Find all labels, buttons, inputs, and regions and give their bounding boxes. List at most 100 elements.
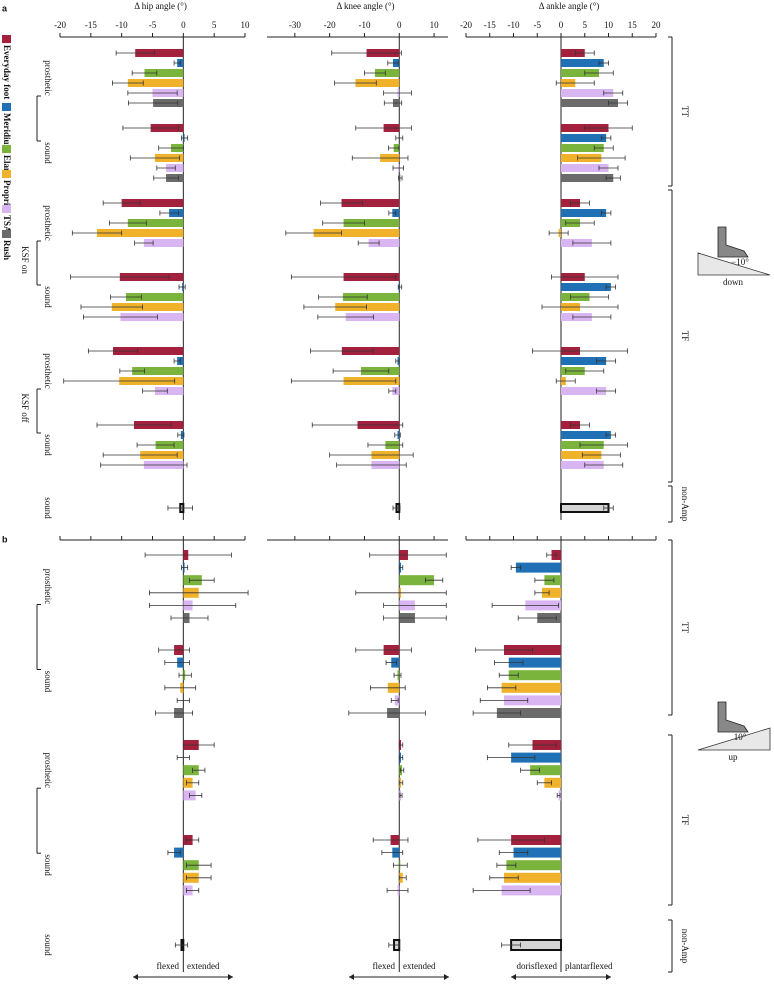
bar	[144, 69, 184, 77]
error-bar	[189, 792, 203, 798]
error-bar	[555, 80, 595, 86]
bar	[127, 219, 184, 227]
bar	[513, 847, 561, 858]
error-bar	[192, 767, 206, 773]
error-bar	[605, 284, 617, 290]
x-tick-label: 10	[241, 20, 251, 30]
error-bar	[536, 780, 552, 786]
error-bar	[501, 942, 522, 948]
error-bar	[174, 942, 189, 948]
error-bar	[364, 70, 386, 76]
error-bar	[546, 552, 557, 558]
error-bar	[181, 135, 189, 141]
error-bar	[608, 100, 628, 106]
bar	[506, 860, 561, 871]
legend-swatch	[2, 35, 11, 43]
error-bar	[329, 452, 414, 458]
error-bar	[110, 294, 142, 300]
x-axis-title: Δ ankle angle (°)	[539, 1, 600, 11]
angle-label: 10°	[734, 732, 747, 742]
error-bar	[532, 348, 628, 354]
bar	[496, 708, 561, 718]
bar	[342, 293, 400, 301]
bar	[313, 229, 400, 237]
bar	[561, 134, 607, 142]
error-bar	[177, 432, 185, 438]
row-label: prosthetic	[43, 205, 53, 241]
error-bar	[584, 125, 633, 131]
error-bar	[498, 672, 519, 678]
error-bar	[581, 452, 621, 458]
error-bar	[565, 220, 595, 226]
x-tick-label: 20	[652, 20, 662, 30]
bar	[561, 283, 611, 291]
direction-label: extended	[187, 961, 220, 971]
panel-label: b	[2, 534, 8, 544]
legend-label: Proprio	[2, 180, 12, 210]
prosthesis	[717, 226, 749, 258]
x-tick-label: 5	[583, 20, 588, 30]
error-bar	[600, 210, 612, 216]
bar	[508, 670, 561, 681]
error-bar	[570, 200, 590, 206]
error-bar	[603, 505, 614, 511]
x-tick-label: 10	[430, 20, 440, 30]
error-bar	[318, 294, 368, 300]
reference-bar	[560, 503, 610, 513]
error-bar	[598, 60, 609, 66]
error-bar	[355, 590, 447, 596]
error-bar	[486, 685, 517, 691]
bar	[154, 387, 184, 395]
bar	[511, 752, 561, 763]
bar	[111, 303, 184, 311]
x-tick-label: -20	[460, 20, 472, 30]
legend-swatch	[2, 145, 11, 153]
error-bar	[357, 240, 380, 246]
error-bar	[102, 200, 141, 206]
error-bar	[164, 660, 190, 666]
x-tick-label: -5	[149, 20, 157, 30]
row-label: sound	[43, 286, 53, 308]
error-bar	[127, 90, 178, 96]
error-bar	[186, 862, 212, 868]
legend-label: Everyday foot	[2, 45, 12, 99]
error-bar	[181, 565, 189, 571]
bar	[504, 695, 561, 706]
error-bar	[369, 685, 406, 691]
error-bar	[290, 274, 397, 280]
error-bar	[136, 442, 175, 448]
error-bar	[600, 135, 612, 141]
error-bar	[159, 210, 179, 216]
error-bar	[383, 100, 403, 106]
error-bar	[100, 462, 188, 468]
error-bar	[541, 304, 619, 310]
error-bar	[399, 792, 403, 798]
error-bar	[584, 70, 614, 76]
error-bar	[472, 710, 522, 716]
bar	[374, 69, 400, 77]
error-bar	[605, 432, 617, 438]
bar	[561, 209, 607, 217]
x-tick-label: 0	[397, 20, 402, 30]
error-bar	[186, 875, 212, 881]
error-bar	[115, 50, 155, 56]
x-tick-label: -10	[116, 20, 128, 30]
error-bar	[572, 240, 612, 246]
error-bar	[186, 780, 200, 786]
x-tick-label: 15	[628, 20, 638, 30]
error-bar	[108, 220, 147, 226]
x-axis-title: Δ hip angle (°)	[134, 1, 187, 11]
error-bar	[167, 850, 181, 856]
error-bar	[388, 942, 400, 948]
error-bar	[167, 505, 193, 511]
error-bar	[392, 505, 401, 511]
bar	[121, 199, 184, 207]
error-bar	[570, 294, 609, 300]
error-bar	[398, 742, 404, 748]
error-bar	[388, 210, 397, 216]
error-bar	[303, 304, 367, 310]
bar	[97, 229, 184, 237]
row-label: sound	[43, 934, 53, 956]
row-label: sound	[43, 854, 53, 876]
